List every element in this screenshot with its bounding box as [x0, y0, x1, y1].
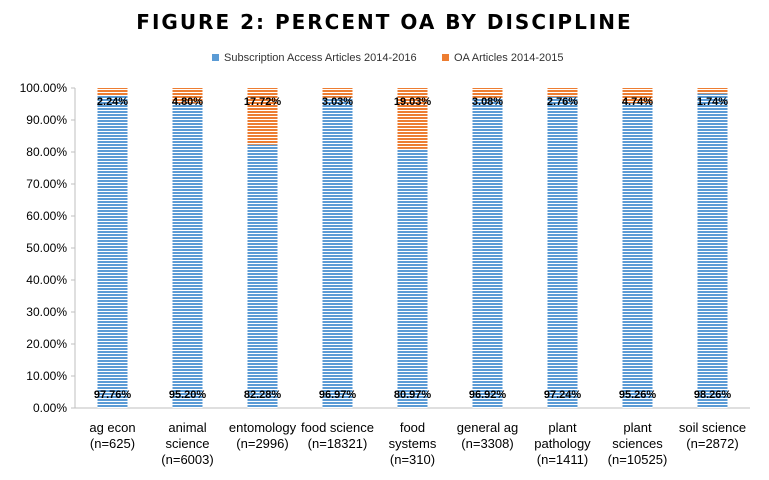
- x-tick-label-5-0: general ag: [457, 420, 518, 435]
- bar-0-7: [622, 103, 653, 408]
- x-tick-label-7-2: (n=10525): [608, 452, 668, 467]
- y-tick-label-1: 10.00%: [26, 369, 67, 383]
- data-label-0-3: 96.97%: [319, 389, 357, 401]
- data-label-1-7: 4.74%: [622, 96, 653, 108]
- bars: [97, 88, 728, 409]
- bar-1-0: [97, 88, 128, 96]
- labels: 97.76% 2.24% ag econ(n=625) 95.20% 4.80% anim…: [89, 96, 746, 467]
- legend-swatch-0: [212, 54, 219, 61]
- data-label-1-2: 17.72%: [244, 96, 282, 108]
- x-tick-label-4-0: food: [400, 420, 425, 435]
- y-tick-label-3: 30.00%: [26, 305, 67, 319]
- data-label-1-0: 2.24%: [97, 96, 128, 108]
- data-label-1-1: 4.80%: [172, 96, 203, 108]
- y-tick-label-8: 80.00%: [26, 145, 67, 159]
- data-label-1-4: 19.03%: [394, 96, 432, 108]
- x-tick-label-5-1: (n=3308): [461, 436, 513, 451]
- x-tick-label-8-1: (n=2872): [686, 436, 738, 451]
- x-tick-label-8-0: soil science: [679, 420, 746, 435]
- y-tick-label-5: 50.00%: [26, 241, 67, 255]
- y-tick-label-9: 90.00%: [26, 113, 67, 127]
- bar-0-0: [97, 95, 128, 408]
- bar-0-3: [322, 97, 353, 409]
- x-tick-label-4-1: systems: [389, 436, 437, 451]
- x-tick-label-6-2: (n=1411): [537, 452, 588, 467]
- data-label-0-1: 95.20%: [169, 389, 207, 401]
- bar-1-1: [172, 88, 203, 104]
- y-tick-label-6: 60.00%: [26, 209, 67, 223]
- y-tick-label-2: 20.00%: [26, 337, 67, 351]
- data-label-1-8: 1.74%: [697, 96, 728, 108]
- bar-0-2: [247, 144, 278, 409]
- bar-0-1: [172, 103, 203, 409]
- bar-1-6: [547, 88, 578, 97]
- bar-1-7: [622, 88, 653, 104]
- bar-1-8: [697, 88, 728, 94]
- data-label-0-0: 97.76%: [94, 389, 132, 401]
- x-tick-label-6-1: pathology: [534, 436, 591, 451]
- y-tick-label-7: 70.00%: [26, 177, 67, 191]
- legend-label-1: OA Articles 2014-2015: [454, 52, 563, 64]
- x-tick-label-3-1: (n=18321): [308, 436, 368, 451]
- bar-0-4: [397, 148, 428, 408]
- x-tick-label-6-0: plant: [548, 420, 577, 435]
- y-tick-label-10: 100.00%: [20, 81, 68, 95]
- data-label-0-2: 82.28%: [244, 389, 282, 401]
- data-label-0-7: 95.26%: [619, 389, 657, 401]
- x-tick-label-2-0: entomology: [229, 420, 297, 435]
- bar-0-6: [547, 96, 578, 408]
- bar-0-5: [472, 97, 503, 408]
- bar-1-5: [472, 88, 503, 98]
- x-tick-label-4-2: (n=310): [390, 452, 435, 467]
- x-tick-label-3-0: food science: [301, 420, 374, 435]
- x-tick-label-1-1: science: [165, 436, 209, 451]
- data-label-1-3: 3.03%: [322, 96, 353, 108]
- x-tick-label-0-0: ag econ: [89, 420, 135, 435]
- data-label-0-4: 80.97%: [394, 389, 432, 401]
- chart-title: FIGURE 2: PERCENT OA BY DISCIPLINE: [136, 10, 633, 34]
- bar-1-4: [397, 88, 428, 149]
- data-label-1-6: 2.76%: [547, 96, 578, 108]
- data-label-0-8: 98.26%: [694, 389, 732, 401]
- x-tick-label-7-1: sciences: [612, 436, 663, 451]
- bar-0-8: [697, 93, 728, 409]
- data-label-0-6: 97.24%: [544, 389, 582, 401]
- bar-1-2: [247, 88, 278, 145]
- x-tick-label-1-2: (n=6003): [161, 452, 213, 467]
- legend: Subscription Access Articles 2014-2016 OA…: [212, 52, 563, 64]
- bar-1-3: [322, 88, 353, 98]
- legend-label-0: Subscription Access Articles 2014-2016: [224, 52, 417, 64]
- x-tick-label-1-0: animal: [168, 420, 206, 435]
- x-tick-label-2-1: (n=2996): [236, 436, 288, 451]
- x-tick-label-7-0: plant: [623, 420, 652, 435]
- y-tick-label-4: 40.00%: [26, 273, 67, 287]
- data-label-1-5: 3.08%: [472, 96, 503, 108]
- x-tick-label-0-1: (n=625): [90, 436, 135, 451]
- data-label-0-5: 96.92%: [469, 389, 507, 401]
- legend-swatch-1: [442, 54, 449, 61]
- y-tick-label-0: 0.00%: [33, 401, 67, 415]
